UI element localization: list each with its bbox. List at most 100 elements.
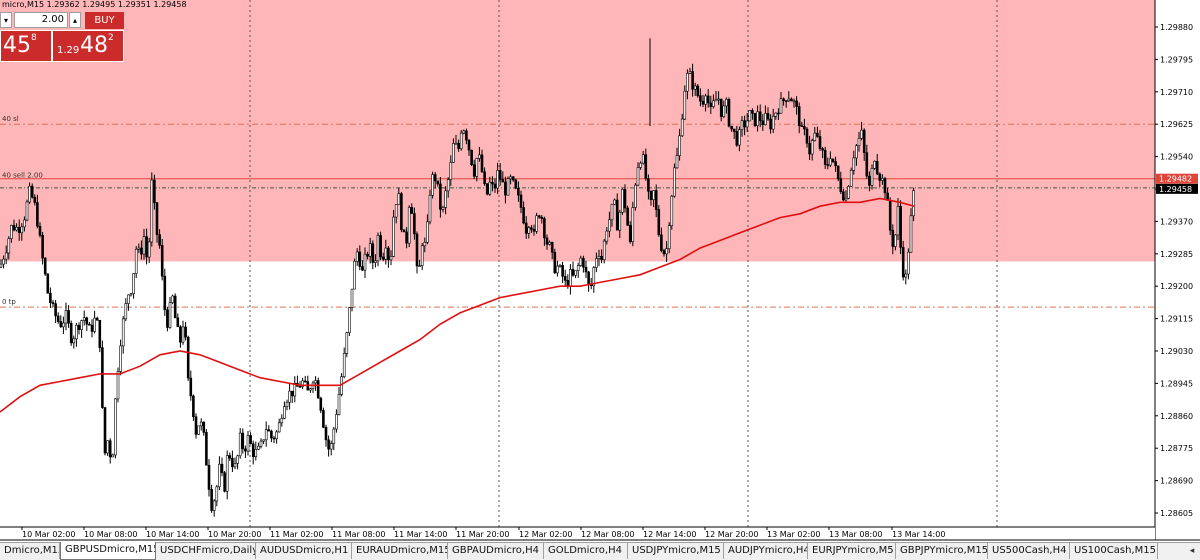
candle-body bbox=[602, 240, 606, 260]
candle bbox=[428, 189, 432, 225]
candle-body bbox=[41, 235, 44, 259]
chart-tab[interactable]: AUDJPYmicro,H4 bbox=[724, 543, 808, 559]
candle bbox=[41, 231, 44, 265]
loss-zone bbox=[0, 0, 1155, 262]
candle-body bbox=[813, 132, 817, 141]
candle bbox=[184, 321, 187, 341]
candle bbox=[787, 91, 791, 103]
volume-down-button[interactable]: ▾ bbox=[0, 12, 12, 28]
candle bbox=[758, 104, 762, 128]
candle bbox=[384, 239, 388, 265]
candle-body bbox=[363, 253, 367, 271]
candle bbox=[303, 375, 307, 383]
candle-body bbox=[301, 380, 304, 387]
candle-body bbox=[847, 186, 850, 199]
candle bbox=[769, 114, 772, 134]
candle bbox=[901, 240, 905, 281]
candle bbox=[267, 425, 271, 432]
candle-body bbox=[348, 307, 351, 334]
candle-body bbox=[249, 435, 252, 445]
candle-body bbox=[480, 154, 484, 173]
candle bbox=[20, 223, 24, 241]
candle-body bbox=[764, 113, 767, 126]
candle-body bbox=[436, 180, 440, 185]
time-tick-label: 10 Mar 14:00 bbox=[146, 530, 199, 539]
volume-up-button[interactable]: ▴ bbox=[69, 12, 81, 28]
candle bbox=[907, 248, 910, 280]
candle-body bbox=[223, 472, 226, 492]
candle-body bbox=[439, 183, 442, 210]
chart-tab[interactable]: GBPJPYmicro,M15 bbox=[896, 543, 988, 559]
volume-input[interactable]: 2.00 bbox=[14, 12, 68, 28]
candle bbox=[610, 203, 614, 227]
candle bbox=[696, 84, 700, 98]
candle-body bbox=[909, 215, 913, 253]
candle bbox=[849, 167, 853, 187]
candle-body bbox=[246, 435, 250, 452]
candle-body bbox=[236, 455, 239, 464]
candle-body bbox=[883, 178, 887, 194]
chart-tab[interactable]: GOLDmicro,H4 bbox=[544, 543, 628, 559]
candle bbox=[353, 258, 356, 290]
candle-body bbox=[563, 276, 567, 281]
candle bbox=[870, 164, 874, 190]
candle-body bbox=[571, 269, 575, 276]
buy-button[interactable]: 1.29 48 2 bbox=[52, 30, 124, 62]
candle bbox=[647, 174, 650, 200]
candle bbox=[270, 429, 273, 443]
candle-body bbox=[309, 388, 312, 391]
candle bbox=[171, 294, 174, 305]
candle-body bbox=[199, 421, 203, 427]
candle-body bbox=[36, 202, 39, 227]
candle-body bbox=[353, 260, 356, 290]
sell-button[interactable]: 45 8 bbox=[0, 30, 52, 62]
candle bbox=[693, 82, 697, 96]
candle-body bbox=[532, 229, 536, 232]
chart-tab[interactable]: EURAUDmicro,M15 bbox=[352, 543, 448, 559]
candle bbox=[680, 113, 684, 137]
candle-body bbox=[384, 247, 388, 260]
candle bbox=[366, 251, 369, 260]
chart-tab[interactable]: USDJPYmicro,M15 bbox=[628, 543, 724, 559]
candle bbox=[322, 407, 325, 429]
time-tick-label: 12 Mar 02:00 bbox=[519, 530, 572, 539]
candle-body bbox=[740, 120, 744, 130]
candle-body bbox=[116, 371, 120, 400]
candle-body bbox=[472, 164, 476, 177]
candle bbox=[808, 135, 811, 161]
candle-body bbox=[415, 233, 419, 267]
candle-body bbox=[493, 183, 497, 189]
candle-body bbox=[38, 225, 42, 236]
chart-tab[interactable]: Dmicro,M15 bbox=[0, 543, 60, 559]
candle bbox=[358, 245, 362, 271]
candle-body bbox=[732, 128, 736, 132]
candle-body bbox=[394, 204, 398, 218]
chart-tab[interactable]: AUDUSDmicro,H1 bbox=[256, 543, 352, 559]
candle-body bbox=[111, 454, 115, 458]
candle bbox=[181, 320, 185, 345]
candle bbox=[686, 69, 689, 100]
chart-tab[interactable]: GBPUSDmicro,M15 bbox=[60, 542, 156, 560]
buy-label[interactable]: BUY bbox=[85, 12, 124, 29]
candle-body bbox=[654, 190, 658, 210]
candle bbox=[329, 440, 333, 456]
candle-body bbox=[62, 322, 65, 328]
candle-body bbox=[23, 219, 26, 228]
candle bbox=[93, 310, 96, 334]
candle-body bbox=[147, 241, 151, 258]
candle-body bbox=[868, 175, 871, 186]
tabs-scroll-left-arrow[interactable]: ◂ bbox=[1189, 546, 1195, 556]
chart-tab[interactable]: GBPAUDmicro,H4 bbox=[448, 543, 544, 559]
candle-body bbox=[743, 120, 746, 128]
candle-body bbox=[696, 85, 700, 97]
candle-body bbox=[69, 323, 73, 344]
candle-body bbox=[504, 181, 507, 196]
chart-tab[interactable]: US100Cash,M15 bbox=[1070, 543, 1158, 559]
candle bbox=[691, 63, 694, 97]
chart-tab[interactable]: EURJPYmicro,M5 bbox=[808, 543, 896, 559]
chart-tab[interactable]: US500Cash,H4 bbox=[988, 543, 1070, 559]
chart-tab[interactable]: USDCHFmicro,Daily bbox=[156, 543, 256, 559]
candle-body bbox=[324, 427, 328, 441]
one-click-trade-panel: ▾ 2.00 ▴ BUY 45 8 1.29 48 2 bbox=[0, 11, 124, 62]
